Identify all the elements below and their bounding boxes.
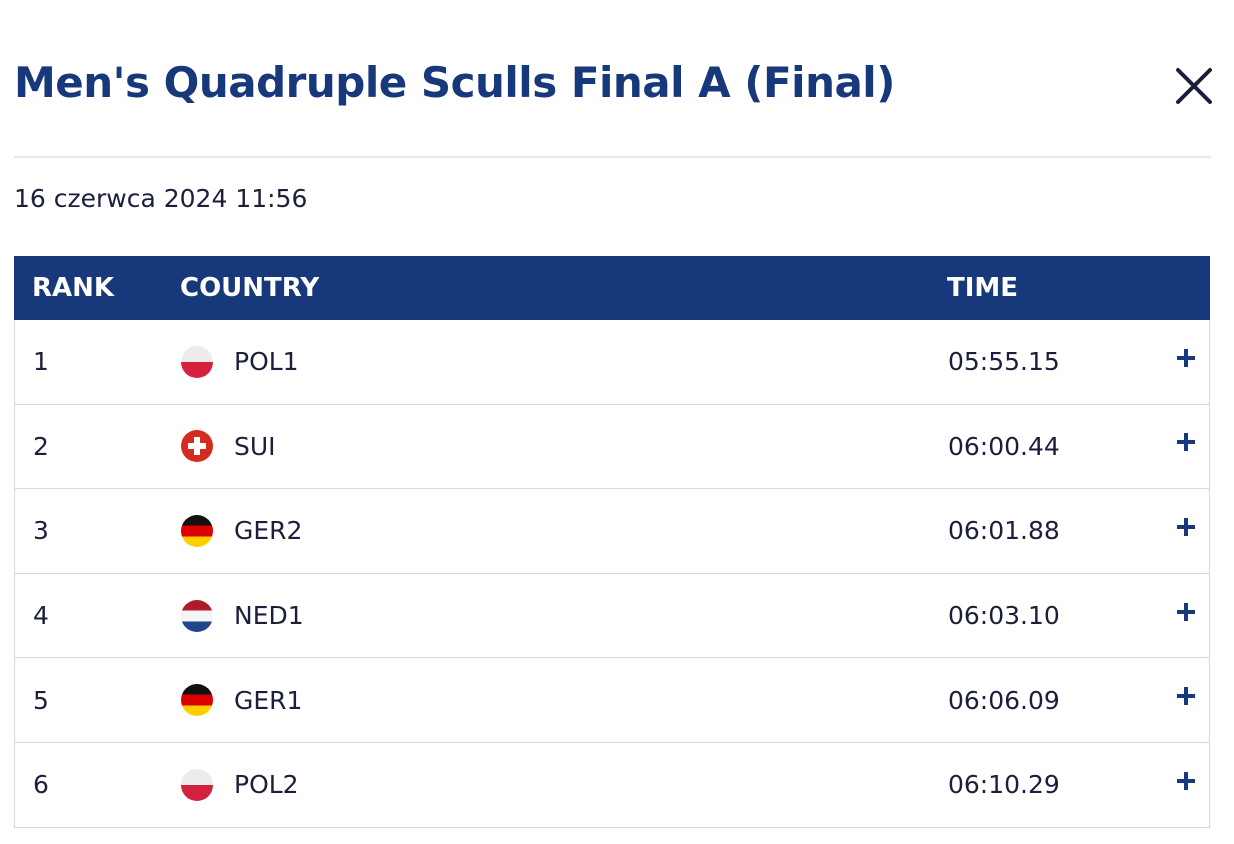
- time: 06:03.10: [948, 601, 1060, 631]
- divider: [14, 156, 1211, 158]
- country-code: SUI: [234, 431, 276, 461]
- rank: 2: [33, 431, 49, 461]
- country-code: GER2: [234, 516, 303, 546]
- column-header: COUNTRY: [180, 273, 320, 303]
- time: 06:00.44: [948, 431, 1060, 461]
- result-row: 5 GER1 06:06.09: [14, 658, 1210, 743]
- country: GER1: [181, 684, 948, 717]
- flag: [181, 684, 213, 717]
- country-code: POL1: [234, 347, 299, 377]
- expand-button[interactable]: [1175, 431, 1197, 453]
- flag: [181, 599, 213, 632]
- time: 06:01.88: [948, 516, 1060, 546]
- country: NED1: [181, 599, 948, 632]
- column-header: TIME: [947, 273, 1019, 303]
- result-row: 4 NED1 06:03.10: [14, 573, 1210, 659]
- result-row: 3 GER2 06:01.88: [14, 489, 1210, 574]
- flag: [181, 345, 213, 378]
- result-row: 6 POL2 06:10.29: [14, 742, 1210, 828]
- country: GER2: [181, 514, 948, 547]
- flag: [181, 768, 213, 801]
- time: 05:55.15: [948, 347, 1060, 377]
- rank: 3: [33, 516, 49, 546]
- country-code: NED1: [234, 601, 304, 631]
- result-row: 1 POL1 05:55.15: [14, 320, 1210, 405]
- expand-button[interactable]: [1175, 601, 1197, 623]
- result-row: 2 SUI 06:00.44: [14, 404, 1210, 490]
- rank: 5: [33, 685, 49, 715]
- close-button[interactable]: [1174, 66, 1214, 106]
- flag: [181, 514, 213, 547]
- flag: [181, 430, 213, 463]
- modal-title: Men's Quadruple Sculls Final A (Final): [14, 58, 895, 107]
- expand-button[interactable]: [1175, 685, 1197, 707]
- column-header: RANK: [32, 273, 115, 303]
- results-table: RANK COUNTRY TIME 1 POL1 05:55.15 2 SUI …: [14, 256, 1210, 828]
- country: SUI: [181, 430, 948, 463]
- country-code: GER1: [234, 685, 303, 715]
- race-date: 16 czerwca 2024 11:56: [14, 184, 308, 213]
- country: POL1: [181, 345, 948, 378]
- rank: 4: [33, 601, 49, 631]
- country: POL2: [181, 768, 948, 801]
- expand-button[interactable]: [1175, 770, 1197, 792]
- expand-button[interactable]: [1175, 347, 1197, 369]
- time: 06:06.09: [948, 685, 1060, 715]
- time: 06:10.29: [948, 770, 1060, 800]
- expand-button[interactable]: [1175, 516, 1197, 538]
- rank: 1: [33, 347, 49, 377]
- rank: 6: [33, 770, 49, 800]
- table-header: RANK COUNTRY TIME: [14, 256, 1210, 320]
- country-code: POL2: [234, 770, 299, 800]
